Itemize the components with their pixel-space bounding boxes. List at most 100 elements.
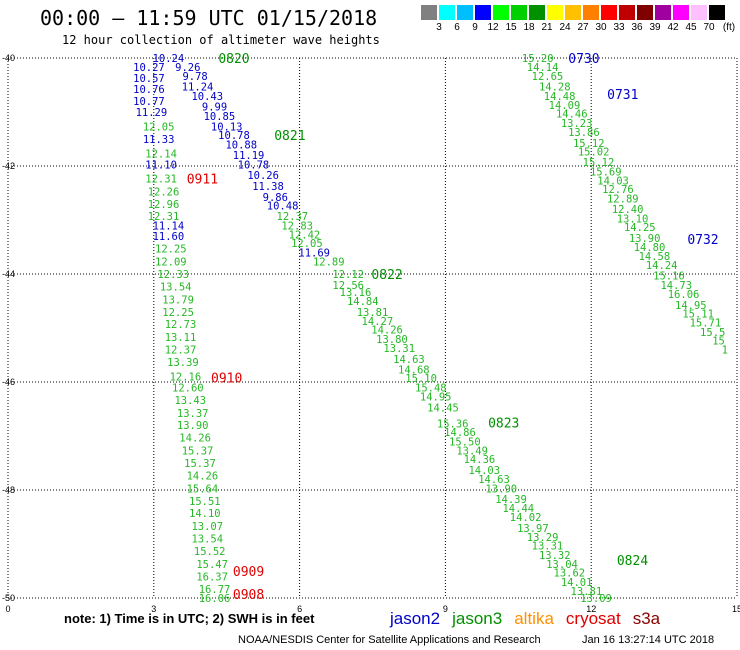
- wave-height-value: 13.97: [517, 523, 549, 535]
- color-swatch: [601, 5, 618, 20]
- color-scale-label: 45: [685, 22, 697, 33]
- wave-height-value: 13.10: [617, 213, 649, 225]
- wave-height-value: 13.31: [532, 541, 564, 553]
- wave-height-value: 12.37: [165, 345, 197, 357]
- wave-height-value: 12.42: [289, 230, 321, 242]
- color-scale-label: 15: [505, 22, 517, 33]
- color-swatch: [475, 5, 492, 20]
- wave-height-value: 12.37: [277, 211, 309, 223]
- wave-height-value: 14.24: [646, 260, 678, 272]
- wave-height-value: 11.24: [182, 82, 214, 94]
- y-tick-label: -44: [2, 269, 15, 279]
- wave-height-value: 12.83: [281, 220, 313, 232]
- wave-height-value: 10.24: [153, 53, 185, 65]
- x-tick-label: 0: [5, 604, 10, 614]
- generated-timestamp: Jan 16 13:27:14 UTC 2018: [582, 634, 715, 646]
- credit-text: NOAA/NESDIS Center for Satellite Applica…: [238, 634, 541, 646]
- wave-height-value: 11.19: [233, 150, 265, 162]
- wave-height-value: 15.52: [194, 546, 226, 558]
- wave-height-value: 12.73: [165, 319, 197, 331]
- wave-height-value: 9.26: [175, 62, 200, 74]
- wave-height-value: 13.32: [539, 550, 571, 562]
- color-swatch: [691, 5, 708, 20]
- wave-height-value: 10.76: [133, 84, 165, 96]
- color-scale-label: 6: [454, 22, 460, 33]
- color-swatch: [619, 5, 636, 20]
- wave-height-value: 11.29: [136, 107, 168, 119]
- wave-height-value: 10.57: [133, 73, 165, 85]
- pass-time-label: 0820: [218, 52, 249, 67]
- wave-height-value: 10.13: [211, 122, 243, 134]
- pass-time-label: 0824: [617, 554, 648, 569]
- wave-height-value: 12.16: [170, 372, 202, 384]
- wave-height-value: 14.26: [187, 470, 219, 482]
- wave-height-value: 13.31: [383, 343, 415, 355]
- color-scale-label: 70: [703, 22, 715, 33]
- wave-height-value: 10.78: [218, 130, 250, 142]
- wave-height-value: 15.36: [437, 419, 469, 431]
- legend-entry-s3a: s3a: [632, 609, 661, 628]
- legend-entry-cryosat: cryosat: [565, 609, 621, 628]
- wave-height-value: 14.26: [179, 433, 211, 445]
- wave-height-value: 9.86: [263, 192, 288, 204]
- wave-height-value: 14.46: [556, 109, 588, 121]
- wave-height-value: 15.02: [578, 146, 610, 158]
- color-scale-label: 21: [541, 22, 553, 33]
- wave-height-value: 15.12: [583, 157, 615, 169]
- wave-height-value: 14.95: [675, 300, 707, 312]
- color-scale-label: 12: [487, 22, 499, 33]
- x-tick-label: 9: [443, 604, 448, 614]
- wave-height-value: 14.86: [444, 427, 476, 439]
- wave-height-value: 11.14: [153, 220, 185, 232]
- wave-height-value: 15.10: [405, 373, 437, 385]
- pass-time-label: 0908: [233, 588, 264, 603]
- color-scale-unit: (ft): [722, 22, 736, 33]
- wave-height-value: 12.65: [532, 71, 564, 83]
- wave-height-value: 9.99: [202, 102, 227, 114]
- y-tick-label: -50: [2, 593, 15, 603]
- color-scale-label: 33: [613, 22, 625, 33]
- wave-height-value: 10.78: [238, 159, 270, 171]
- wave-height-value: 14.84: [347, 296, 379, 308]
- color-swatch: [637, 5, 654, 20]
- pass-time-label: 0823: [488, 417, 519, 432]
- color-swatch: [421, 5, 438, 20]
- pass-time-label: 0822: [371, 268, 402, 283]
- wave-height-value: 12.96: [148, 199, 180, 211]
- wave-height-value: 13.11: [165, 332, 197, 344]
- color-swatch: [439, 5, 456, 20]
- wave-height-value: 14.63: [393, 354, 425, 366]
- wave-height-value: 15.37: [182, 446, 214, 458]
- color-swatch: [655, 5, 672, 20]
- wave-height-value: 13.09: [580, 593, 612, 605]
- wave-height-value: 14.44: [502, 503, 534, 515]
- wave-height-value: 13.62: [554, 568, 586, 580]
- wave-height-value: 13.54: [160, 281, 192, 293]
- wave-height-value: 14.02: [510, 512, 542, 524]
- color-scale-label: 27: [577, 22, 589, 33]
- wave-height-value: 15.51: [189, 496, 221, 508]
- wave-height-value: 15.64: [187, 483, 219, 495]
- wave-height-value: 13.90: [629, 233, 661, 245]
- y-tick-label: -40: [2, 53, 15, 63]
- wave-height-value: 14.09: [549, 100, 581, 112]
- page-subtitle: 12 hour collection of altimeter wave hei…: [62, 33, 380, 47]
- wave-height-value: 15.37: [184, 458, 216, 470]
- legend-entry-altika: altika: [514, 609, 554, 628]
- color-swatch: [493, 5, 510, 20]
- wave-height-value: 12.40: [612, 204, 644, 216]
- color-swatch: [547, 5, 564, 20]
- wave-height-value: 13.79: [162, 294, 194, 306]
- wave-height-value: 12.89: [607, 193, 639, 205]
- wave-height-value: 11.60: [153, 231, 185, 243]
- wave-height-value: 14.28: [539, 82, 571, 94]
- wave-height-value: 14.10: [189, 508, 221, 520]
- pass-time-label: 0909: [233, 565, 264, 580]
- wave-height-value: 11.69: [298, 247, 330, 259]
- wave-height-value: 16.06: [668, 289, 700, 301]
- pass-time-label: 0911: [187, 172, 218, 187]
- color-swatch: [565, 5, 582, 20]
- wave-height-value: 11.33: [143, 134, 175, 146]
- wave-height-value: 14.63: [478, 474, 510, 486]
